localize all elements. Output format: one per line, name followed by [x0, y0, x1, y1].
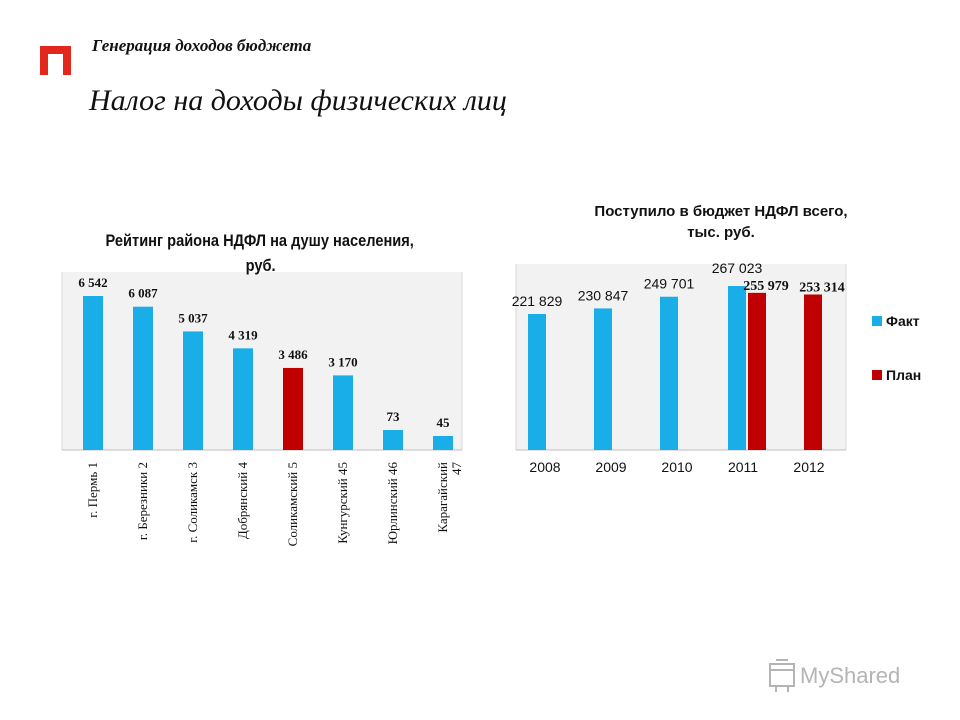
category-label: г. Березники 2: [135, 462, 150, 540]
category-label: 2010: [661, 459, 692, 475]
section-subtitle: Генерация доходов бюджета: [92, 36, 312, 55]
category-label: Карагайский: [435, 462, 450, 533]
brand-logo: [40, 46, 71, 75]
category-label: Добрянский 4: [235, 462, 250, 540]
data-label: 267 023: [712, 260, 763, 276]
legend-label-plan: План: [886, 367, 921, 383]
bar-fact: [660, 296, 678, 450]
category-label: Кунгурский 45: [335, 462, 350, 544]
legend-swatch-fact: [872, 316, 882, 326]
data-label: 45: [437, 415, 451, 430]
legend-label-fact: Факт: [886, 313, 920, 329]
chart-title-line: Поступило в бюджет НДФЛ всего,: [594, 203, 847, 220]
chart-title-line: Рейтинг района НДФЛ на душу населения,: [106, 232, 414, 250]
bar: [333, 375, 353, 450]
bar: [233, 348, 253, 450]
myshared-watermark: MyShared: [769, 659, 900, 692]
chart-title-line: руб.: [246, 257, 276, 275]
category-label: 2011: [728, 459, 758, 475]
page-title: Налог на доходы физических лиц: [89, 84, 507, 117]
bar-plan: [748, 292, 766, 450]
category-label: г. Соликамск 3: [185, 462, 200, 543]
bar: [83, 296, 103, 450]
bar: [433, 436, 453, 450]
category-label: 47: [449, 462, 464, 476]
category-label: 2012: [793, 459, 824, 475]
bar-plan: [804, 294, 822, 450]
legend-swatch-plan: [872, 370, 882, 380]
data-label: 253 314: [799, 280, 845, 295]
bar-fact: [728, 286, 746, 450]
plot-area: [62, 272, 462, 450]
category-label: 2008: [529, 459, 560, 475]
bar-fact: [594, 308, 612, 450]
category-label: Юрлинский 46: [385, 462, 400, 545]
data-label: 3 170: [328, 354, 357, 369]
category-label: г. Пермь 1: [85, 462, 100, 518]
data-label: 4 319: [228, 327, 258, 342]
data-label: 249 701: [644, 276, 695, 292]
watermark-text: MyShared: [800, 663, 900, 688]
data-label: 3 486: [278, 347, 308, 362]
chart-title-line: тыс. руб.: [687, 224, 755, 241]
data-label: 221 829: [512, 293, 563, 309]
bar: [183, 331, 203, 450]
data-label: 5 037: [178, 310, 208, 325]
data-label: 255 979: [743, 279, 789, 294]
plot-area: [516, 264, 846, 450]
data-label: 73: [387, 409, 401, 424]
bar: [133, 306, 153, 450]
data-label: 6 542: [78, 275, 107, 290]
data-label: 230 847: [578, 287, 629, 303]
bar: [283, 367, 303, 450]
category-label: Соликамский 5: [285, 462, 300, 546]
data-label: 6 087: [128, 286, 158, 301]
bar-fact: [528, 314, 546, 450]
bar: [383, 430, 403, 450]
category-label: 2009: [595, 459, 626, 475]
